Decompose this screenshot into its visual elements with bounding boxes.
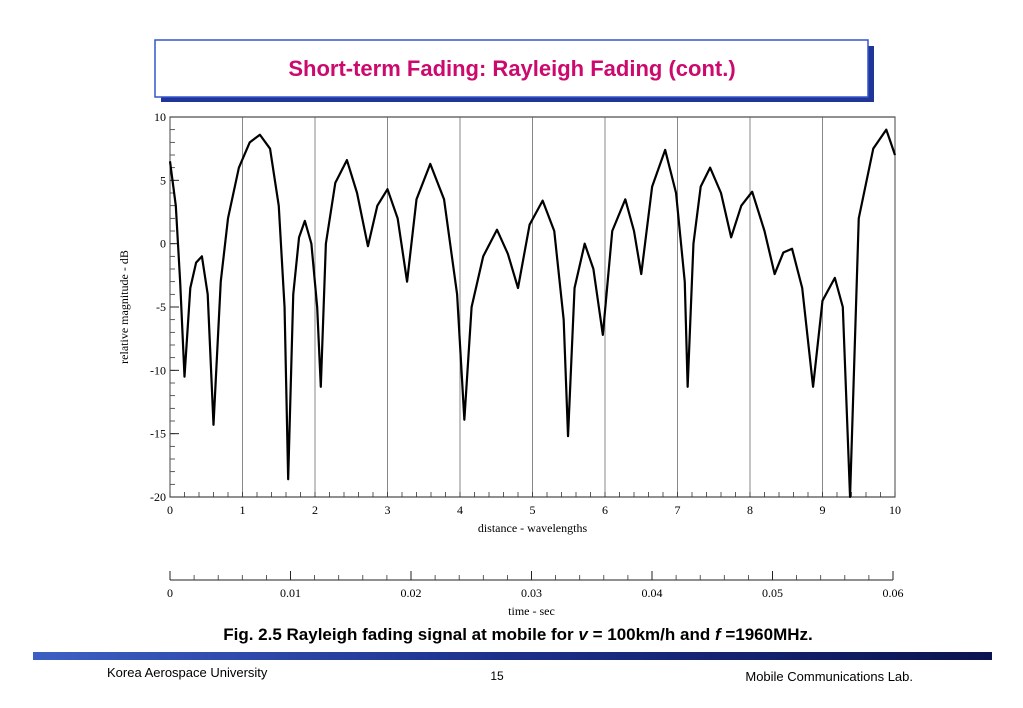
title-box bbox=[154, 39, 869, 98]
footer-bar bbox=[33, 652, 992, 660]
y-axis-title: relative magnitude - dB bbox=[117, 250, 131, 364]
y-tick-label: -20 bbox=[150, 490, 166, 504]
x2-tick-label: 0.01 bbox=[280, 586, 301, 600]
x2-tick-label: 0.06 bbox=[883, 586, 904, 600]
x-tick-label: 5 bbox=[530, 503, 536, 517]
y-tick-label: 0 bbox=[160, 237, 166, 251]
x-tick-label: 9 bbox=[820, 503, 826, 517]
x-tick-label: 4 bbox=[457, 503, 463, 517]
y-tick-label: -15 bbox=[150, 427, 166, 441]
x-tick-label: 7 bbox=[675, 503, 681, 517]
x-tick-label: 1 bbox=[240, 503, 246, 517]
x2-tick-label: 0.03 bbox=[521, 586, 542, 600]
x-tick-label: 0 bbox=[167, 503, 173, 517]
x-tick-label: 3 bbox=[385, 503, 391, 517]
x-tick-label: 10 bbox=[889, 503, 901, 517]
caption-part: f bbox=[715, 625, 723, 644]
x2-tick-label: 0.04 bbox=[642, 586, 663, 600]
caption: Fig. 2.5 Rayleigh fading signal at mobil… bbox=[223, 625, 813, 644]
slide-title: Short-term Fading: Rayleigh Fading (cont… bbox=[288, 56, 735, 81]
chart: -20 -15 -10 -5 0 5 10 0 1 2 3 4 5 6 7 8 9 10 distance - wa… bbox=[117, 110, 904, 618]
x2-tick-label: 0 bbox=[167, 586, 173, 600]
caption-part: v bbox=[578, 625, 589, 644]
x-tick-label: 6 bbox=[602, 503, 608, 517]
footer-left: Korea Aerospace University bbox=[107, 665, 268, 680]
x-axis-title: distance - wavelengths bbox=[478, 521, 588, 535]
page-number: 15 bbox=[490, 669, 504, 683]
x-tick-label: 2 bbox=[312, 503, 318, 517]
caption-part: = 100km/h and bbox=[588, 625, 715, 644]
y-tick-label: -10 bbox=[150, 363, 166, 377]
x2-tick-label: 0.02 bbox=[401, 586, 422, 600]
data-line bbox=[168, 128, 897, 499]
y-tick-label: 10 bbox=[154, 110, 166, 124]
caption-part: Fig. 2.5 Rayleigh fading signal at mobil… bbox=[223, 625, 578, 644]
y-tick-label: 5 bbox=[160, 173, 166, 187]
caption-part: =1960MHz. bbox=[721, 625, 813, 644]
footer-right: Mobile Communications Lab. bbox=[745, 669, 913, 684]
x2-tick-label: 0.05 bbox=[762, 586, 783, 600]
x2-axis-title: time - sec bbox=[508, 604, 555, 618]
x-tick-label: 8 bbox=[747, 503, 753, 517]
y-tick-label: -5 bbox=[156, 300, 166, 314]
